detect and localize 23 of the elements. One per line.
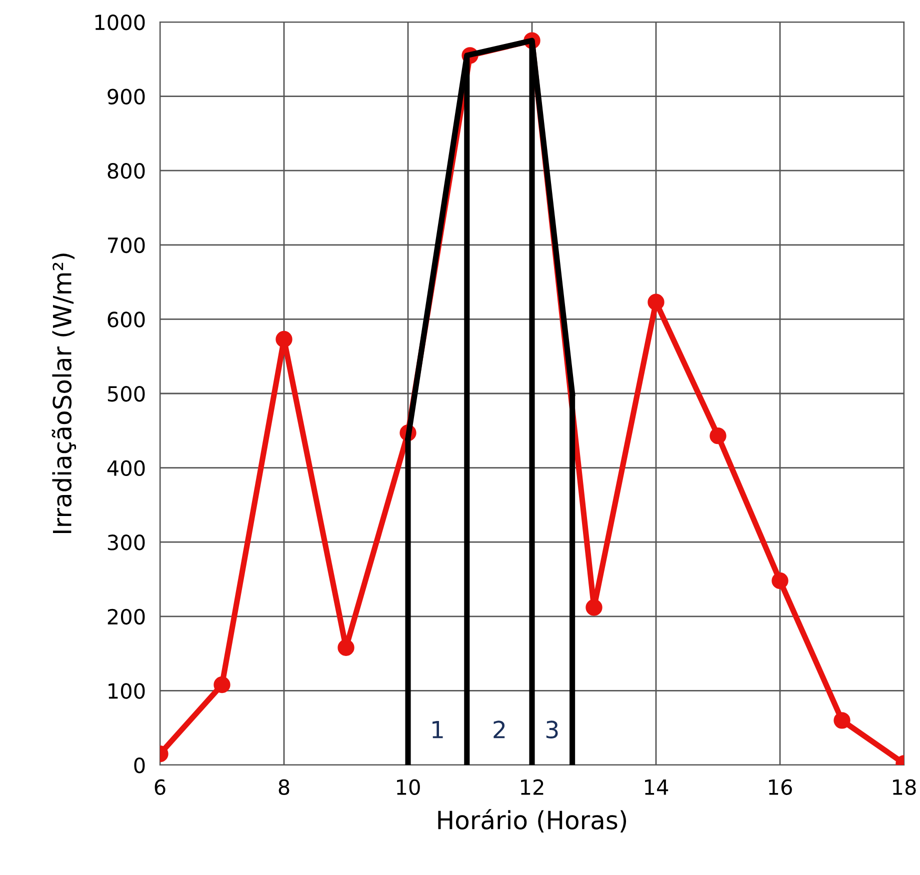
y-tick-label: 0 <box>134 757 145 774</box>
y-tick-label: 900 <box>108 88 145 105</box>
annotation: 1 <box>432 720 443 738</box>
x-tick-label: 10 <box>397 779 420 796</box>
x-tick-label: 6 <box>154 779 166 796</box>
x-tick-label: 16 <box>769 779 792 796</box>
x-axis-title: Horário (Horas) <box>438 809 626 832</box>
y-tick-label: 200 <box>108 608 145 625</box>
annotation: 2 <box>494 720 505 738</box>
x-tick-label: 8 <box>278 779 290 796</box>
y-tick-label: 100 <box>108 683 145 699</box>
y-tick-label: 700 <box>108 237 145 254</box>
y-tick-label: 600 <box>108 312 145 328</box>
x-tick-label: 18 <box>893 779 916 796</box>
y-tick-label: 800 <box>108 163 145 179</box>
y-tick-label: 500 <box>108 386 145 402</box>
y-tick-label: 1000 <box>95 14 145 30</box>
x-tick-label: 14 <box>645 780 668 795</box>
y-tick-label: 300 <box>108 534 145 550</box>
y-tick-label: 400 <box>107 460 145 476</box>
y-axis-title: IrradiaçãoSolar (W/m²) <box>52 254 76 534</box>
x-tick-label: 12 <box>521 779 544 795</box>
annotation: 3 <box>546 720 558 739</box>
